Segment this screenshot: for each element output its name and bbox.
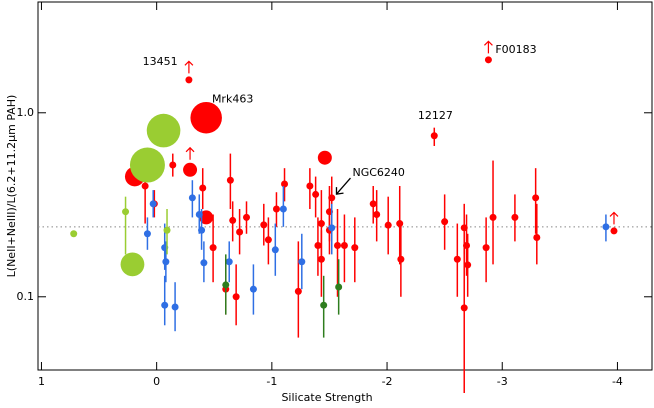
annotation: 13451 <box>143 55 178 68</box>
limit-arrow <box>185 146 195 160</box>
limit-arrow <box>609 211 619 225</box>
data-point <box>260 221 268 229</box>
data-point <box>185 76 193 84</box>
data-point <box>369 200 377 208</box>
data-point <box>489 213 497 221</box>
annotation: F00183 <box>495 43 536 56</box>
data-point <box>222 281 230 289</box>
x-tick-label: 0 <box>153 375 160 388</box>
x-tick-label: 1 <box>38 375 45 388</box>
data-point <box>464 261 472 269</box>
data-point <box>384 221 392 229</box>
data-point <box>602 223 610 231</box>
data-point <box>460 304 468 312</box>
data-point <box>441 218 449 226</box>
data-point <box>229 216 237 224</box>
data-point <box>281 180 289 188</box>
data-point <box>328 224 336 232</box>
data-point <box>249 285 257 293</box>
data-point <box>129 147 165 183</box>
data-point <box>317 255 325 263</box>
data-point <box>199 184 207 192</box>
data-point <box>312 190 320 198</box>
data-point <box>320 301 328 309</box>
data-point <box>328 194 336 202</box>
data-point <box>373 211 381 219</box>
data-point <box>162 258 170 266</box>
annotation: Mrk463 <box>212 93 253 106</box>
data-point <box>317 150 332 165</box>
x-axis-label: Silicate Strength <box>281 391 372 404</box>
data-point <box>351 244 359 252</box>
annotation: NGC6240 <box>352 166 404 179</box>
data-point <box>294 287 302 295</box>
y-axis-label: L(NeII+NeIII)/L(6.2+11.2μm PAH) <box>5 95 18 278</box>
data-point <box>511 213 519 221</box>
data-point <box>243 213 251 221</box>
data-point <box>190 101 222 134</box>
plot-frame <box>37 1 653 371</box>
data-point <box>183 162 198 177</box>
x-tick-label: -2 <box>382 375 393 388</box>
data-point <box>143 230 151 238</box>
data-point <box>70 230 78 238</box>
x-tick-label: -1 <box>266 375 277 388</box>
data-point <box>226 176 234 184</box>
data-point <box>188 194 196 202</box>
data-point <box>533 233 541 241</box>
data-point <box>271 246 279 254</box>
data-point <box>306 182 314 190</box>
data-point <box>209 244 217 252</box>
data-point <box>141 182 149 190</box>
data-point <box>532 194 540 202</box>
data-point <box>430 132 438 140</box>
limit-arrow <box>483 40 493 54</box>
data-point <box>482 244 490 252</box>
data-point <box>149 200 157 208</box>
data-point <box>163 226 171 234</box>
data-point <box>610 227 618 235</box>
data-point <box>122 208 130 216</box>
data-point <box>279 205 287 213</box>
data-point <box>317 220 325 228</box>
data-point <box>335 283 343 291</box>
data-point <box>298 258 306 266</box>
data-point <box>340 241 348 249</box>
data-point <box>171 303 179 311</box>
x-tick-label: -3 <box>497 375 508 388</box>
data-point <box>120 252 145 277</box>
data-point <box>200 259 208 267</box>
data-point <box>169 161 177 169</box>
data-point <box>232 293 240 301</box>
data-point <box>453 255 461 263</box>
data-point <box>225 258 233 266</box>
data-point <box>396 220 404 228</box>
data-point <box>334 241 342 249</box>
data-point <box>272 205 280 213</box>
annotation-arrow <box>335 177 351 195</box>
data-point <box>161 301 169 309</box>
data-point <box>236 228 244 236</box>
annotation: 12127 <box>418 109 453 122</box>
data-point <box>146 113 181 148</box>
y-tick-label: 0.1 <box>17 290 35 303</box>
y-tick-label: 1.0 <box>17 106 35 119</box>
data-point <box>198 226 206 234</box>
data-point <box>397 255 405 263</box>
data-point <box>264 236 272 244</box>
limit-arrow <box>184 60 194 74</box>
data-point <box>484 56 492 64</box>
x-tick-label: -4 <box>612 375 623 388</box>
data-point <box>314 241 322 249</box>
